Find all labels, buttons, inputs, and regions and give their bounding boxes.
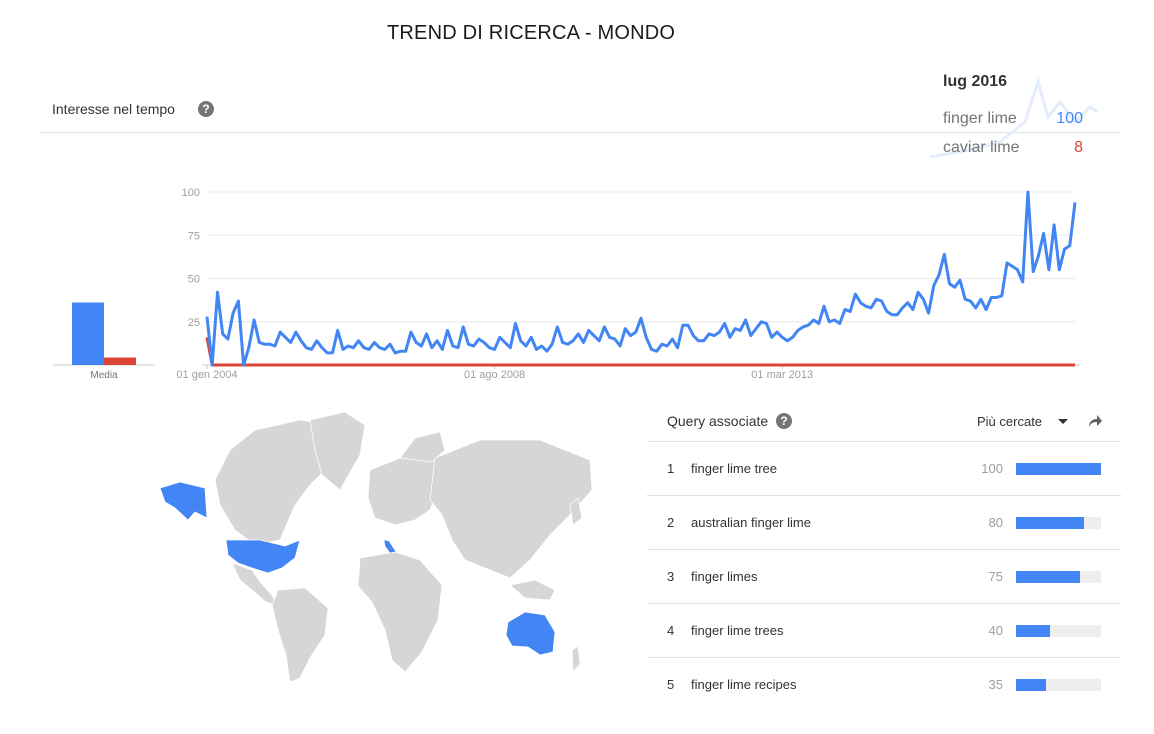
tooltip-background-line xyxy=(930,76,1098,159)
tooltip-term: caviar lime xyxy=(943,139,1020,156)
series-line-finger-lime[interactable] xyxy=(205,190,1077,367)
query-score: 75 xyxy=(988,569,1003,584)
map-scandinavia[interactable] xyxy=(399,431,446,463)
related-query-row[interactable]: 5 finger lime recipes 35 xyxy=(647,657,1121,711)
map-greenland[interactable] xyxy=(309,411,366,491)
query-score-fill xyxy=(1016,517,1084,529)
query-text[interactable]: australian finger lime xyxy=(691,515,811,530)
query-text[interactable]: finger lime recipes xyxy=(691,677,797,692)
query-text[interactable]: finger lime trees xyxy=(691,623,784,638)
related-query-row[interactable]: 1 finger lime tree 100 xyxy=(647,441,1121,495)
chevron-down-icon[interactable] xyxy=(1058,419,1068,424)
map-north-america[interactable] xyxy=(214,419,341,546)
help-icon[interactable]: ? xyxy=(776,413,792,429)
y-axis-ticks: 25 50 75 100 xyxy=(182,187,200,329)
chart-series xyxy=(205,190,1077,367)
map-africa[interactable] xyxy=(357,551,443,673)
query-text[interactable]: finger limes xyxy=(691,569,758,584)
sort-select[interactable]: Più cercate xyxy=(977,414,1043,429)
query-score-bar xyxy=(1016,463,1101,475)
interest-line-chart[interactable]: 25 50 75 100 01 gen 2004 01 ago 2008 01 mar 2… xyxy=(170,180,1090,385)
page-title: TREND DI RICERCA - MONDO xyxy=(387,22,676,44)
query-score: 100 xyxy=(981,461,1003,476)
map-australia[interactable] xyxy=(505,611,556,656)
query-rank: 1 xyxy=(667,461,675,476)
query-score: 35 xyxy=(988,677,1003,692)
map-south-america[interactable] xyxy=(271,587,329,683)
interest-over-time-title: Interesse nel tempo xyxy=(52,101,175,117)
query-score-bar xyxy=(1016,625,1101,637)
related-query-row[interactable]: 4 finger lime trees 40 xyxy=(647,603,1121,657)
average-chart: Media xyxy=(53,302,155,381)
query-rank: 2 xyxy=(667,515,675,530)
query-rank: 3 xyxy=(667,569,675,584)
query-text[interactable]: finger lime tree xyxy=(691,461,777,476)
average-label: Media xyxy=(90,370,118,381)
map-indonesia[interactable] xyxy=(509,579,556,601)
map-asia[interactable] xyxy=(429,439,593,579)
tooltip-term: finger lime xyxy=(943,110,1017,127)
tooltip-date: lug 2016 xyxy=(943,73,1008,90)
map-japan[interactable] xyxy=(569,497,583,526)
average-bar-finger-lime[interactable] xyxy=(72,302,104,366)
x-tick-label: 01 mar 2013 xyxy=(751,369,813,381)
chart-tooltip: lug 2016 finger lime 100 caviar lime 8 xyxy=(930,62,1098,162)
tooltip-value: 8 xyxy=(1074,139,1083,156)
y-tick-label: 25 xyxy=(188,317,200,329)
query-score: 80 xyxy=(988,515,1003,530)
tooltip-row-caviar-lime: caviar lime 8 xyxy=(943,139,1083,157)
series-line-caviar-lime[interactable] xyxy=(205,337,1075,367)
y-tick-label: 100 xyxy=(182,187,200,199)
y-tick-label: 75 xyxy=(188,230,200,242)
query-rank: 5 xyxy=(667,677,675,692)
query-score-fill xyxy=(1016,625,1050,637)
y-tick-label: 50 xyxy=(188,274,200,286)
related-query-row[interactable]: 3 finger limes 75 xyxy=(647,549,1121,603)
map-new-zealand[interactable] xyxy=(571,645,581,674)
share-icon[interactable] xyxy=(1087,413,1103,429)
x-tick-label: 01 ago 2008 xyxy=(464,369,525,381)
map-alaska[interactable] xyxy=(160,481,208,521)
query-score-bar xyxy=(1016,517,1101,529)
related-queries-title: Query associate xyxy=(667,413,769,429)
query-score: 40 xyxy=(988,623,1003,638)
world-map[interactable] xyxy=(160,410,600,690)
average-bar-caviar-lime[interactable] xyxy=(104,357,136,366)
tooltip-row-finger-lime: finger lime 100 xyxy=(943,110,1083,128)
help-icon[interactable]: ? xyxy=(198,101,214,117)
query-score-bar xyxy=(1016,571,1101,583)
tooltip-value: 100 xyxy=(1056,110,1083,127)
related-query-row[interactable]: 2 australian finger lime 80 xyxy=(647,495,1121,549)
x-axis-ticks: 01 gen 2004 01 ago 2008 01 mar 2013 xyxy=(176,365,813,381)
section-divider xyxy=(40,132,1120,133)
query-rank: 4 xyxy=(667,623,675,638)
query-score-fill xyxy=(1016,463,1101,475)
x-tick-label: 01 gen 2004 xyxy=(176,369,237,381)
query-score-fill xyxy=(1016,571,1080,583)
query-score-fill xyxy=(1016,679,1046,691)
query-score-bar xyxy=(1016,679,1101,691)
map-united-states[interactable] xyxy=(225,539,301,574)
